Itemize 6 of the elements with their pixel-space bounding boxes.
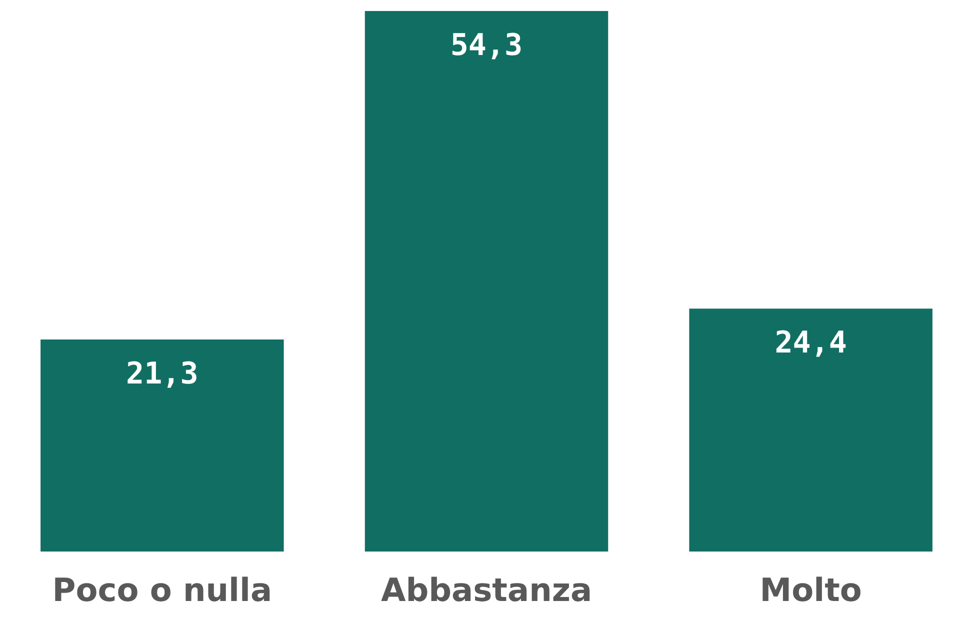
- x-tick-label: Molto: [760, 571, 862, 610]
- data-label: 54,3: [450, 28, 523, 63]
- data-label: 24,4: [774, 325, 847, 360]
- x-tick-label: Abbastanza: [380, 571, 592, 610]
- x-tick-label: Poco o nulla: [52, 571, 272, 610]
- data-label: 21,3: [126, 356, 198, 392]
